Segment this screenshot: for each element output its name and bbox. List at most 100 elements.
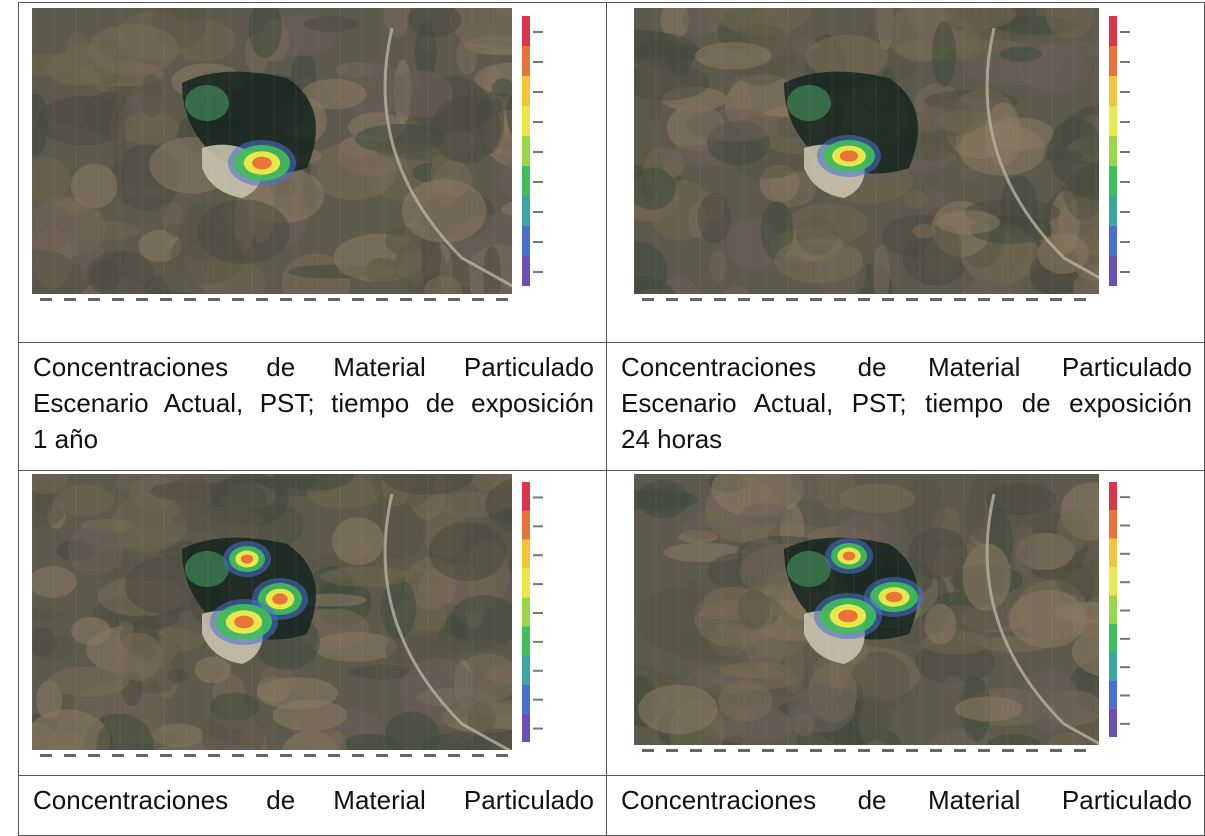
x-tick-label	[280, 298, 292, 301]
caption-4: Concentraciones de Material Particulado	[607, 776, 1204, 818]
terrain-patch	[339, 265, 404, 278]
legend-tick-label	[533, 583, 543, 586]
x-tick-label	[1002, 298, 1014, 301]
x-tick-label	[762, 749, 774, 752]
x-tick-label	[136, 298, 148, 301]
terrain-patch	[32, 199, 74, 256]
x-tick-label	[64, 298, 76, 301]
legend-swatch	[1109, 538, 1117, 567]
terrain-patch	[787, 203, 868, 246]
terrain-patch	[924, 604, 957, 645]
plume-core	[234, 615, 254, 629]
vegetation-area	[185, 85, 229, 121]
terrain-patch	[858, 696, 891, 749]
legend-tick-label	[1120, 722, 1130, 725]
terrain-patch	[936, 110, 985, 132]
legend-tick-label	[1120, 666, 1130, 669]
x-tick-label	[256, 298, 268, 301]
terrain-patch	[196, 199, 290, 265]
caption-cell-3: Concentraciones de Material Particulado	[19, 776, 607, 836]
terrain-patch	[850, 651, 911, 712]
legend-tick-label	[533, 241, 543, 243]
terrain-patch	[56, 484, 114, 516]
terrain-patch	[1057, 507, 1089, 553]
terrain-patch	[874, 8, 898, 42]
x-tick-label	[834, 749, 846, 752]
caption-1-line-1: Concentraciones de Material Particulado	[33, 352, 594, 382]
terrain-patch	[738, 589, 770, 630]
x-tick-label	[232, 298, 244, 301]
terrain-patch	[943, 8, 1017, 29]
road	[383, 27, 552, 308]
terrain-patch	[381, 474, 474, 495]
map-graphic	[32, 474, 552, 764]
terrain-patch	[955, 696, 1023, 722]
x-tick-label	[834, 298, 846, 301]
terrain-patch	[682, 8, 721, 37]
terrain-patch	[414, 638, 510, 653]
legend-swatch	[1109, 136, 1117, 166]
terrain-patch	[805, 35, 889, 79]
plume-core	[839, 150, 859, 162]
legend-tick-label	[1120, 637, 1130, 640]
x-tick-label	[472, 754, 484, 757]
terrain-patch	[348, 664, 415, 680]
legend-tick-label	[1120, 91, 1130, 93]
legend-tick-label	[533, 640, 543, 643]
map-cell-3	[19, 471, 607, 776]
x-tick-label	[208, 298, 220, 301]
x-tick-label	[810, 298, 822, 301]
x-tick-label	[424, 298, 436, 301]
legend-swatch	[522, 626, 530, 656]
x-tick-label	[978, 298, 990, 301]
x-tick-label	[1074, 749, 1086, 752]
terrain-patch	[272, 699, 348, 732]
legend-tick-label	[1120, 211, 1130, 213]
x-tick-label	[882, 298, 894, 301]
legend-swatch	[1109, 652, 1117, 681]
x-tick-label	[280, 754, 292, 757]
terrain-patch	[634, 32, 698, 67]
caption-3: Concentraciones de Material Particulado	[19, 776, 606, 818]
terrain-patch	[788, 685, 855, 733]
legend-swatch	[1109, 166, 1117, 196]
terrain-patch	[428, 521, 507, 582]
x-tick-label	[328, 754, 340, 757]
legend-swatch	[522, 539, 530, 569]
caption-1: Concentraciones de Material Particulado …	[19, 343, 606, 457]
plume-core	[272, 593, 288, 605]
legend-tick-label	[533, 181, 543, 183]
legend-tick-label	[1120, 552, 1130, 555]
x-tick-label	[1002, 749, 1014, 752]
map-cell-1	[19, 3, 607, 343]
terrain-patch	[167, 669, 189, 682]
terrain-patch	[471, 474, 501, 492]
terrain-patch	[111, 494, 187, 553]
terrain-patch	[67, 525, 125, 576]
terrain-patch	[32, 249, 82, 308]
terrain-patch	[694, 42, 772, 70]
legend-swatch	[522, 226, 530, 256]
legend-tick-label	[533, 61, 543, 63]
terrain-patch	[272, 474, 355, 491]
legend-swatch	[522, 196, 530, 226]
x-tick-label	[930, 749, 942, 752]
terrain-patch	[902, 476, 945, 544]
legend-panel	[1099, 474, 1139, 759]
terrain-patch	[87, 23, 179, 75]
x-tick-label	[184, 298, 196, 301]
legend-tick-label	[533, 271, 543, 273]
vegetation-area	[787, 551, 831, 587]
x-tick-label	[642, 298, 654, 301]
terrain-patch	[760, 200, 794, 260]
terrain-patch	[117, 621, 134, 639]
legend-tick-label	[533, 727, 543, 730]
terrain-patch	[944, 676, 964, 689]
caption-cell-2: Concentraciones de Material Particulado …	[607, 343, 1205, 471]
x-tick-label	[88, 754, 100, 757]
x-tick-label	[208, 754, 220, 757]
terrain-patch	[194, 656, 231, 684]
terrain-patch	[483, 245, 501, 308]
plume-core	[885, 591, 903, 603]
terrain-patch	[1013, 523, 1037, 577]
